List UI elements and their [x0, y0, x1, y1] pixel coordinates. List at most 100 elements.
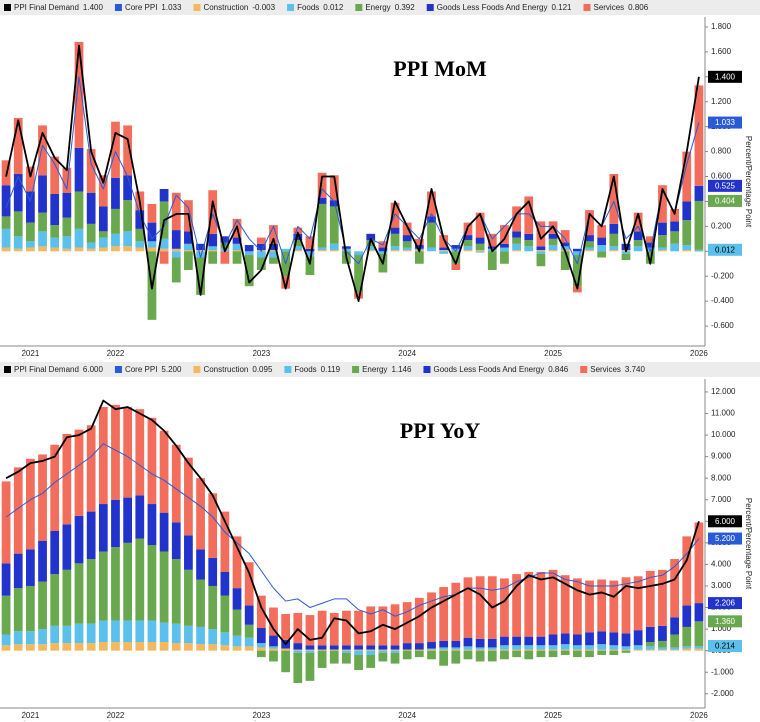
bar [572, 634, 582, 646]
y-tick-label: 0.200 [711, 221, 732, 230]
y-tick-label: 1.800 [711, 22, 732, 31]
bar [390, 650, 400, 653]
bar [98, 504, 108, 552]
bar [305, 236, 315, 249]
chart-title: PPI MoM [393, 56, 487, 81]
bar [329, 649, 339, 651]
bar [184, 250, 193, 252]
bar [62, 524, 72, 570]
bar [232, 243, 242, 251]
bar [512, 645, 521, 650]
bar [123, 620, 133, 643]
bar [670, 221, 679, 232]
bar [560, 251, 570, 270]
bar [572, 248, 582, 252]
bar [13, 174, 23, 212]
bar [62, 236, 72, 249]
bar [123, 642, 133, 651]
bar [621, 646, 631, 650]
bar [38, 644, 47, 651]
bar [512, 231, 521, 238]
bar [548, 645, 558, 650]
bar [244, 637, 254, 647]
legend-value: 3.740 [625, 365, 646, 374]
bar [256, 628, 266, 644]
bar [232, 635, 242, 647]
bar [232, 536, 242, 589]
bar [220, 595, 230, 633]
bar [317, 197, 327, 204]
bar [366, 250, 376, 252]
bar [26, 585, 35, 632]
bar [26, 549, 35, 586]
bar [171, 248, 181, 252]
bar [208, 250, 218, 252]
line [5, 399, 700, 646]
legend-label: Services [590, 365, 621, 374]
legend-value: 0.119 [321, 365, 341, 374]
bar [86, 149, 96, 193]
bar [1, 228, 11, 248]
bar [220, 645, 230, 651]
bar [402, 649, 412, 651]
bar [74, 623, 84, 644]
bar [244, 562, 254, 606]
bar [123, 246, 133, 252]
bar [645, 649, 655, 651]
bar [670, 649, 679, 651]
bar [475, 649, 485, 651]
legend-swatch [4, 366, 11, 373]
legend-swatch [4, 4, 11, 11]
legend-label: PPI Final Demand [14, 3, 79, 12]
legend-label: Foods [294, 365, 316, 374]
bar [402, 241, 412, 248]
bar [26, 247, 35, 252]
bar [74, 41, 84, 148]
bar [645, 236, 655, 243]
bar [86, 223, 96, 243]
y-axis-label: Percent/Percentage Point [744, 498, 753, 590]
legend-value: 0.392 [395, 3, 416, 12]
bar [50, 574, 60, 626]
bar [13, 631, 23, 645]
bar [524, 636, 534, 646]
bar [329, 175, 339, 201]
value-tag [708, 179, 742, 192]
bar [329, 650, 339, 664]
bar [390, 233, 400, 247]
bar [439, 251, 449, 254]
bar [38, 581, 47, 630]
bar [26, 644, 35, 651]
legend-swatch [423, 366, 431, 373]
bar [147, 620, 157, 643]
bar [354, 251, 363, 256]
bar [487, 650, 497, 662]
bar [633, 246, 643, 252]
value-tag-label: 0.404 [715, 197, 736, 206]
bar [281, 648, 291, 651]
bar [184, 457, 193, 536]
value-tag-label: 5.200 [715, 534, 736, 543]
bar [609, 223, 619, 234]
bar [86, 192, 96, 224]
bar [269, 648, 278, 651]
bar [585, 632, 594, 646]
bar [609, 250, 619, 252]
line [5, 443, 700, 617]
bar [111, 620, 120, 643]
bar [475, 650, 485, 662]
bar [560, 242, 570, 247]
bar [293, 650, 303, 653]
bar [463, 250, 473, 252]
bar [171, 257, 181, 283]
bar [427, 592, 436, 643]
bar [512, 650, 521, 658]
value-tag-label: 1.360 [715, 617, 736, 626]
bar [293, 240, 303, 247]
y-tick-label: -2.000 [711, 689, 734, 698]
bar [220, 571, 230, 596]
value-tag [708, 70, 742, 83]
bar [38, 246, 47, 252]
value-tag [708, 532, 742, 545]
value-tag [708, 515, 742, 528]
